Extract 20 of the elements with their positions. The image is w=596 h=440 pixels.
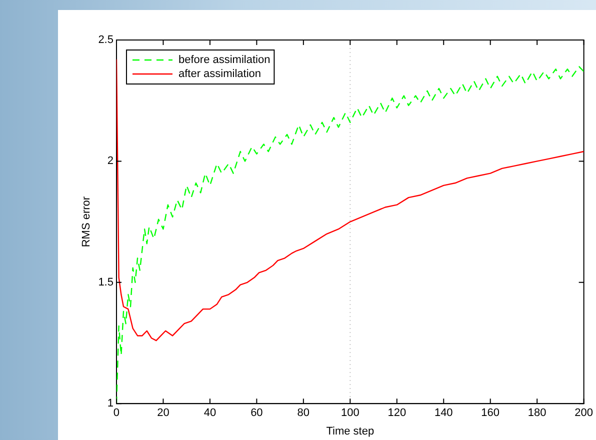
y-tick-label: 2.5 [98,34,114,46]
x-tick-label: 160 [481,407,500,420]
x-tick-label: 40 [204,407,216,420]
x-tick-label: 180 [528,407,546,420]
y-tick-label: 1.5 [98,276,114,288]
slide-panel: Time step RMS error 0 20 40 60 80 100 120 140 160 180 200 1 1.5 2 2.5 before assimilation after assimilation [58,10,596,440]
x-tick-label: 200 [574,407,594,420]
x-tick-label: 120 [388,407,406,420]
x-tick-label: 100 [340,407,360,420]
x-tick-label: 0 [113,407,120,420]
y-tick-label: 1 [107,398,114,410]
x-tick-label: 20 [157,407,170,420]
x-tick-label: 60 [250,407,263,420]
x-axis-title: Time step [326,425,374,438]
x-tick-label: 140 [434,407,453,420]
x-tick-label: 80 [297,407,310,420]
y-tick-label: 2 [107,155,114,168]
legend-label: after assimilation [178,68,262,80]
y-axis-title: RMS error [80,196,93,248]
legend-label: before assimilation [178,54,270,66]
